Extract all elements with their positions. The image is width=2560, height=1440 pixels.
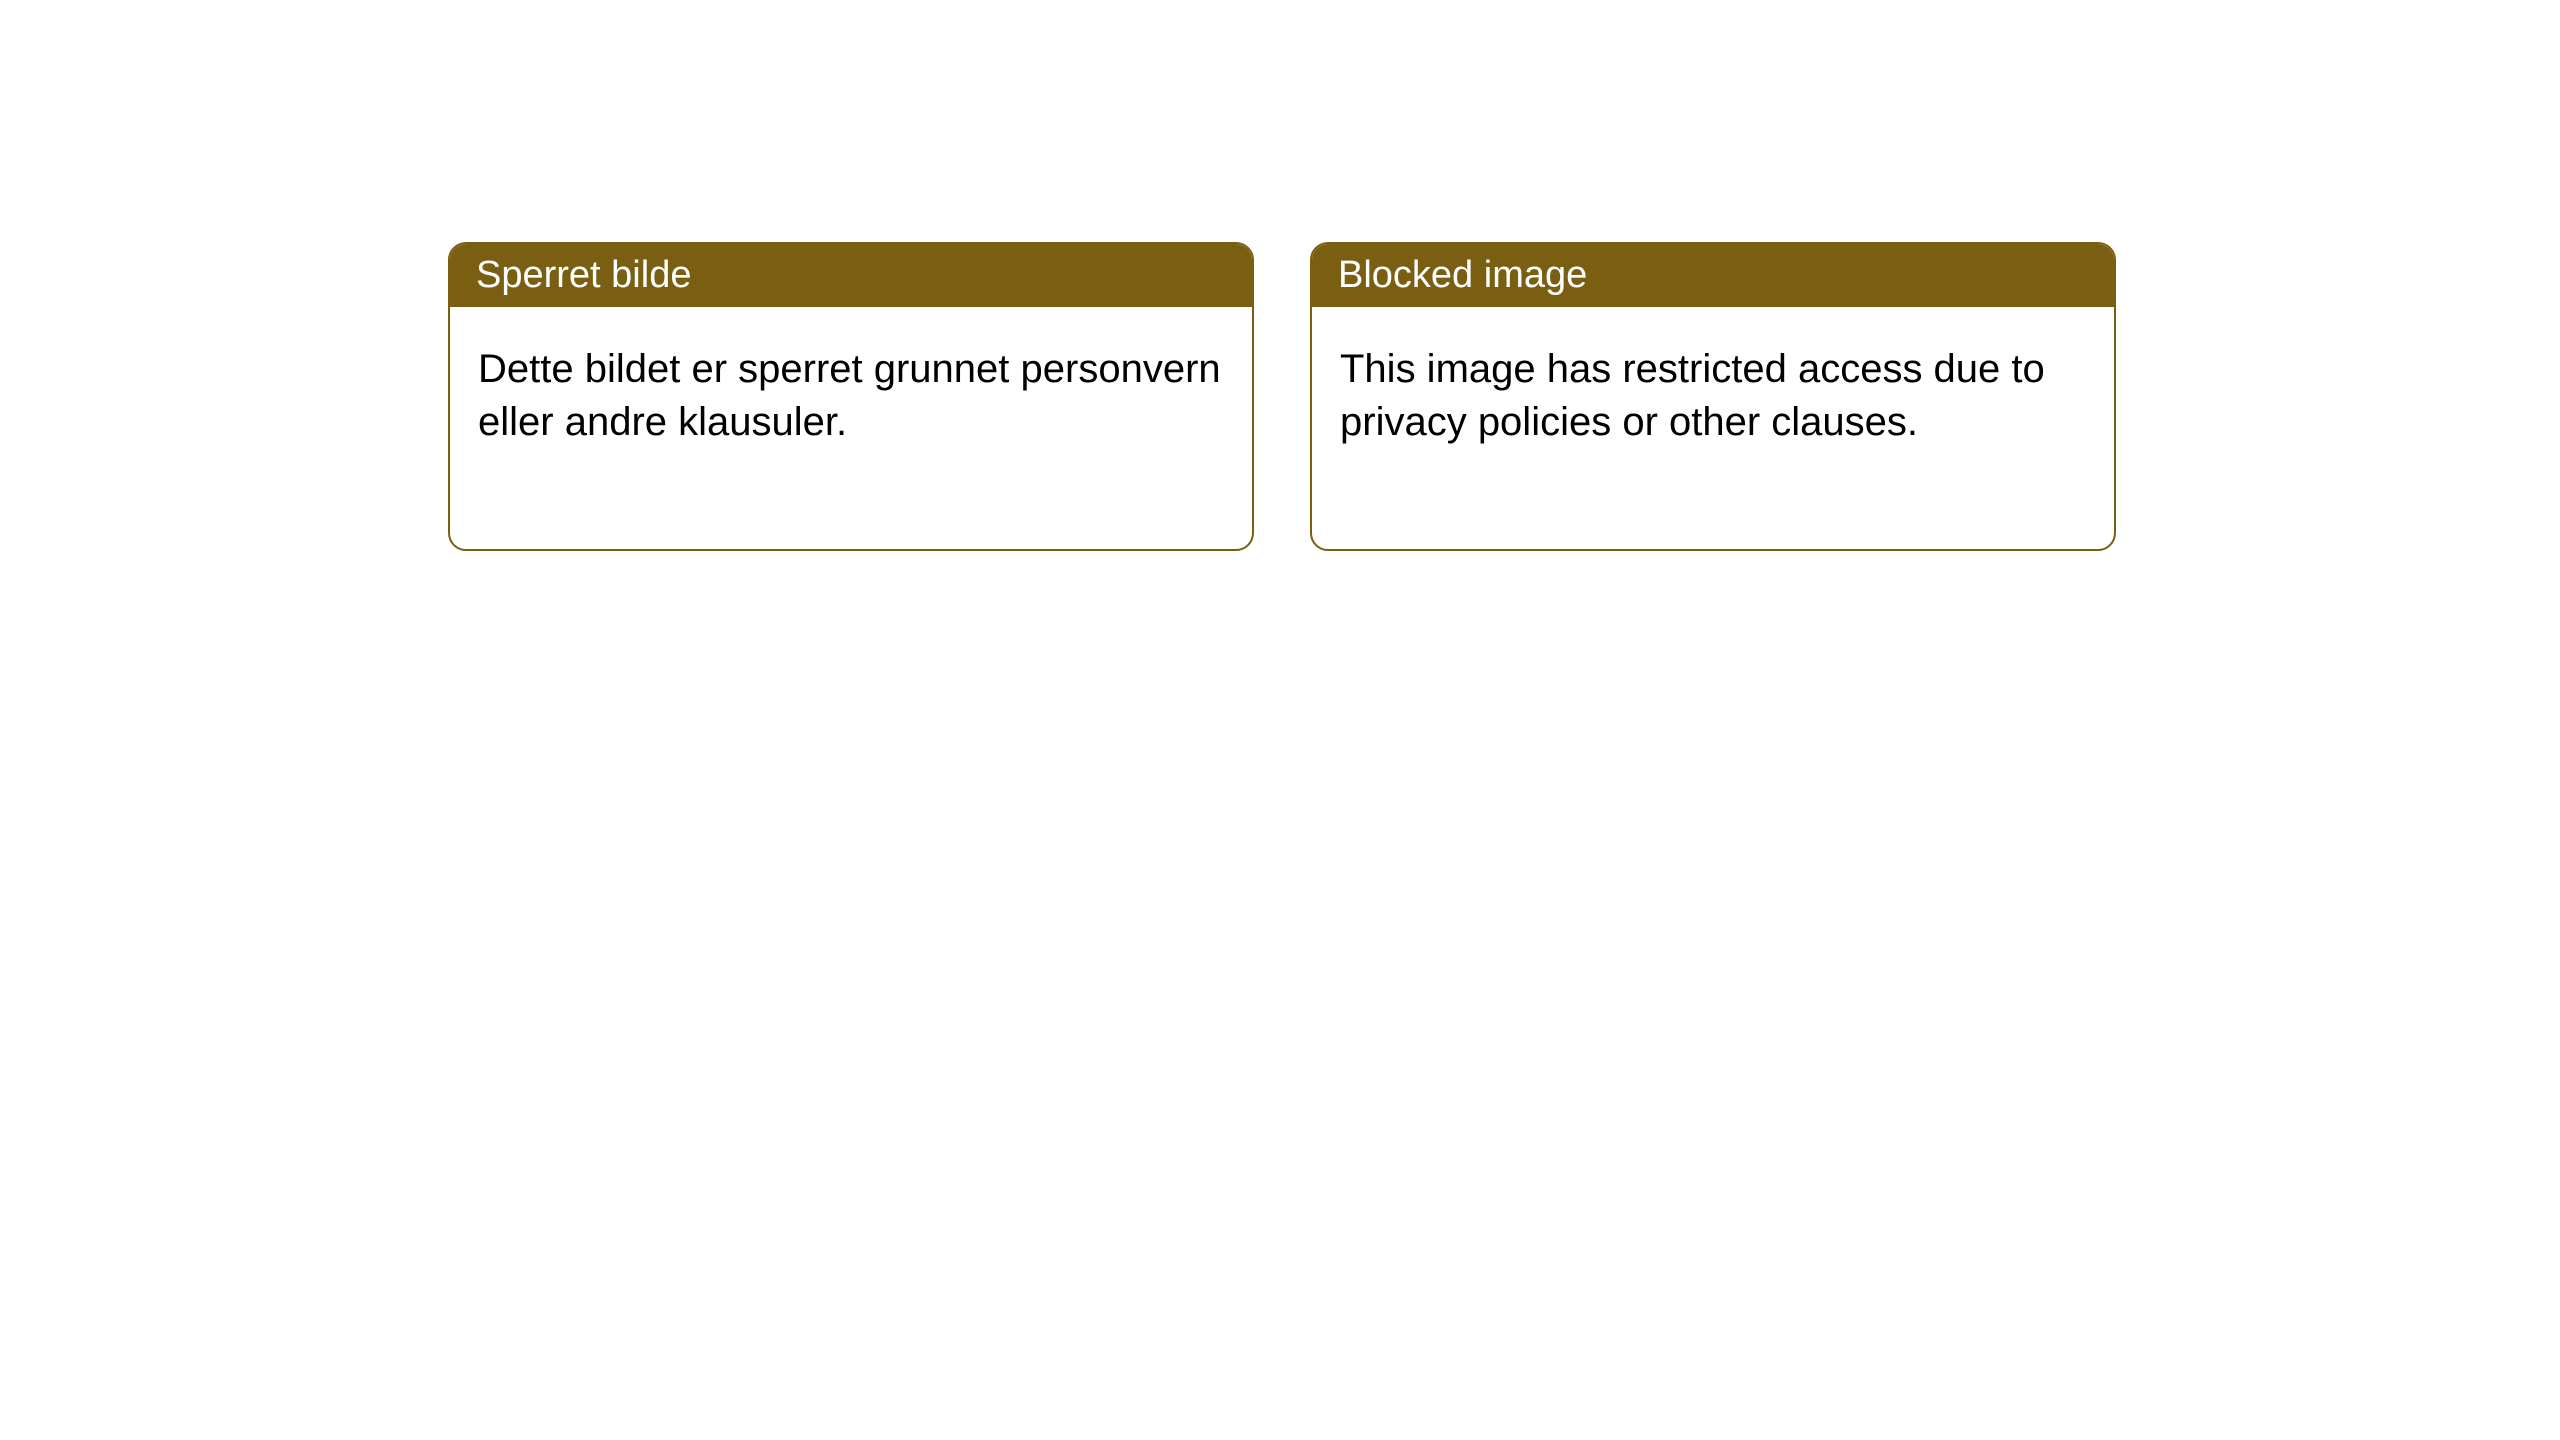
card-body-text: Dette bildet er sperret grunnet personve…: [478, 347, 1221, 444]
card-body: Dette bildet er sperret grunnet personve…: [450, 307, 1252, 549]
cards-container: Sperret bilde Dette bildet er sperret gr…: [0, 0, 2560, 551]
blocked-image-card-no: Sperret bilde Dette bildet er sperret gr…: [448, 242, 1254, 551]
card-header: Blocked image: [1312, 244, 2114, 307]
card-title: Sperret bilde: [476, 254, 691, 296]
card-body: This image has restricted access due to …: [1312, 307, 2114, 549]
blocked-image-card-en: Blocked image This image has restricted …: [1310, 242, 2116, 551]
card-body-text: This image has restricted access due to …: [1340, 347, 2045, 444]
card-title: Blocked image: [1338, 254, 1587, 296]
card-header: Sperret bilde: [450, 244, 1252, 307]
